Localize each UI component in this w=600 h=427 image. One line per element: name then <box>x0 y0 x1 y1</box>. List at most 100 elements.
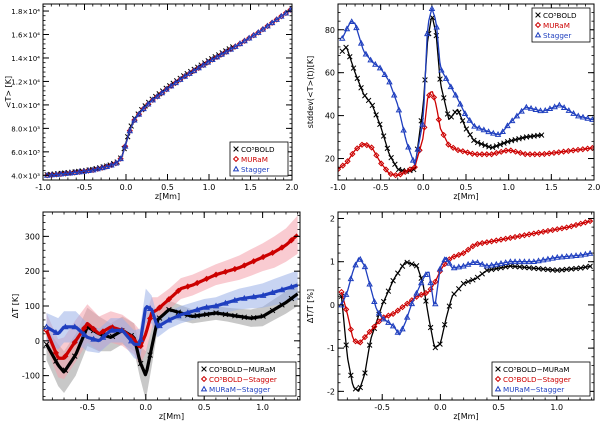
data-point-4-3-18 <box>366 280 373 287</box>
data-point-2-2-102 <box>498 148 505 155</box>
legend-box-2 <box>531 7 591 43</box>
y-tick-label-4-2: 0 <box>330 301 335 310</box>
data-point-3-3-48 <box>118 326 126 333</box>
data-point-3-2-12 <box>62 353 69 360</box>
data-point-2-2-9 <box>349 150 356 158</box>
data-point-4-3-93 <box>483 262 491 269</box>
data-point-1-3-132 <box>245 34 253 41</box>
data-point-1-3-30 <box>89 166 97 173</box>
legend-4: CO⁵BOLD−MURaMCO⁵BOLD−StaggerMURaM−Stagge… <box>491 361 591 397</box>
data-point-4-2-60 <box>432 278 439 285</box>
data-point-2-3-60 <box>433 23 440 30</box>
data-point-1-3-60 <box>135 110 143 117</box>
y-tick-label-4-4: 2 <box>330 214 335 223</box>
band-3-1 <box>46 281 298 400</box>
data-point-4-1-96 <box>488 266 495 273</box>
data-point-2-2-0 <box>338 166 342 173</box>
data-point-2-3-36 <box>395 106 403 113</box>
data-point-1-3-57 <box>131 116 138 123</box>
data-point-2-3-69 <box>447 83 455 90</box>
data-point-1-3-117 <box>222 48 230 55</box>
data-point-1-3-24 <box>80 167 88 174</box>
data-point-2-3-102 <box>499 128 506 135</box>
x-tick-label-3-1: 0.0 <box>139 403 152 412</box>
data-point-2-2-81 <box>464 149 471 156</box>
data-point-4-1-135 <box>549 267 556 273</box>
x-tick-label-4-2: 0.5 <box>492 403 505 412</box>
data-point-2-2-12 <box>354 145 361 152</box>
data-point-1-3-153 <box>278 12 285 19</box>
data-point-4-3-75 <box>455 263 463 270</box>
x-tick-label-2-6: 2.0 <box>588 183 600 192</box>
x-axis-label-1: z[Mm] <box>155 192 180 201</box>
data-point-4-3-147 <box>568 252 575 259</box>
data-point-4-1-6 <box>348 372 354 379</box>
data-point-2-1-36 <box>384 145 391 152</box>
data-point-3-3-144 <box>269 289 276 296</box>
plot-area-4 <box>338 217 594 392</box>
data-point-3-1-18 <box>72 353 78 359</box>
data-point-4-1-48 <box>413 263 420 269</box>
data-point-3-2-156 <box>288 237 295 244</box>
data-point-4-3-48 <box>413 289 420 296</box>
data-point-1-3-81 <box>167 82 175 89</box>
chart-panel-3: -0.5 0.0 0.5 1.0 -100 0 100 200 300 z[Mm] ΔT [K] CO… <box>11 211 301 421</box>
data-point-4-3-54 <box>422 271 430 277</box>
data-point-3-3-102 <box>203 303 210 310</box>
data-point-2-2-120 <box>526 151 534 158</box>
data-point-2-3-120 <box>527 104 535 111</box>
data-point-2-1-87 <box>448 114 455 120</box>
series-2-3 <box>339 5 594 166</box>
x-axis-label-4: z[Mm] <box>453 412 478 421</box>
data-point-3-1-150 <box>279 302 285 308</box>
data-point-2-3-6 <box>348 18 355 25</box>
data-point-2-3-144 <box>565 107 573 113</box>
series-4-1 <box>338 259 593 392</box>
data-point-4-1-114 <box>516 264 523 270</box>
data-point-4-1-54 <box>423 298 429 304</box>
data-point-2-1-93 <box>456 109 462 116</box>
data-point-4-2-138 <box>554 226 561 233</box>
data-point-2-2-150 <box>574 146 582 153</box>
data-point-4-3-111 <box>511 258 519 265</box>
data-point-3-3-84 <box>175 312 182 319</box>
series-3-1 <box>43 292 299 377</box>
data-point-2-2-99 <box>493 149 500 157</box>
data-point-4-3-96 <box>488 261 495 268</box>
data-point-3-2-78 <box>165 296 173 303</box>
data-point-2-3-33 <box>390 91 398 98</box>
x-axis-label-2: z[Mm] <box>453 192 478 201</box>
data-point-4-2-78 <box>460 250 467 257</box>
legend-marker-2-1 <box>535 12 541 18</box>
series-4-3 <box>338 249 594 336</box>
data-point-4-3-141 <box>558 253 566 260</box>
data-point-3-3-6 <box>52 329 60 335</box>
data-point-4-3-135 <box>549 254 556 261</box>
data-point-2-3-87 <box>475 124 483 131</box>
data-point-3-1-144 <box>269 307 276 314</box>
data-point-2-2-30 <box>382 166 390 173</box>
data-point-4-3-33 <box>389 322 397 329</box>
data-point-1-3-96 <box>190 67 198 74</box>
data-point-2-2-36 <box>392 172 399 179</box>
data-point-2-1-21 <box>365 97 372 104</box>
y-tick-label-3-1: 0 <box>35 337 40 346</box>
legend-label-2-1: CO⁵BOLD <box>543 11 577 20</box>
data-point-4-3-120 <box>525 258 533 265</box>
y-tick-label-3-4: 300 <box>25 232 40 241</box>
data-point-4-2-21 <box>371 323 378 330</box>
data-point-4-2-126 <box>535 229 542 236</box>
data-point-3-2-72 <box>156 304 163 311</box>
data-point-3-3-114 <box>222 299 229 306</box>
data-point-3-2-144 <box>269 249 276 256</box>
x-tick-label-2-1: -0.5 <box>373 183 389 192</box>
data-point-4-3-24 <box>375 309 383 316</box>
data-point-4-3-123 <box>530 258 538 265</box>
data-point-2-2-147 <box>570 147 577 154</box>
data-point-1-3-15 <box>66 169 74 176</box>
data-point-3-3-42 <box>109 326 116 333</box>
data-point-4-1-138 <box>554 267 561 274</box>
y-axis-label-2: stddev(<T>(t))[K] <box>306 56 315 129</box>
data-point-4-3-15 <box>361 263 369 270</box>
